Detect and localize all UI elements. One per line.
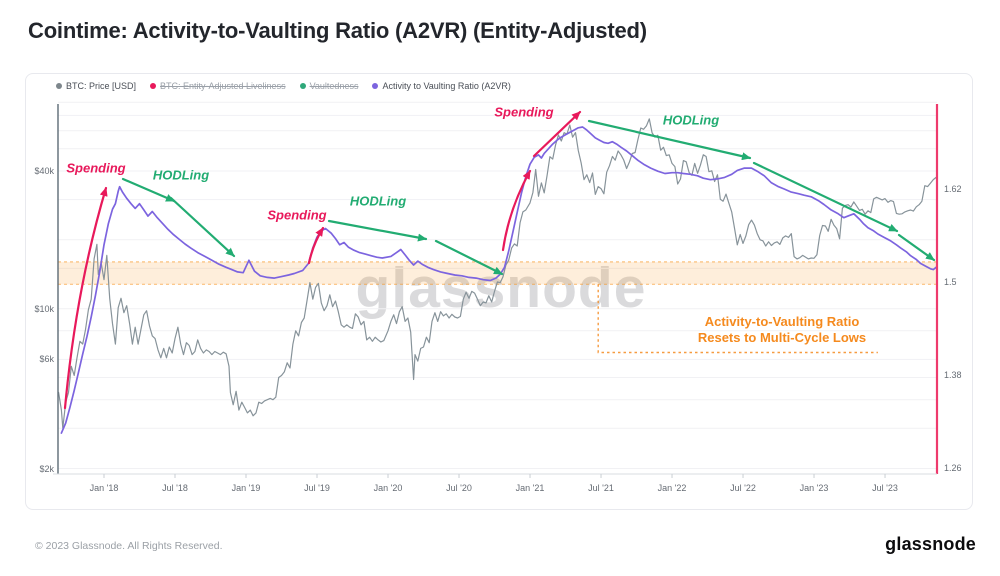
hodling-arrow <box>897 233 936 262</box>
spending-arrow <box>501 169 532 252</box>
plot-area[interactable] <box>26 74 974 511</box>
legend-dot-icon <box>56 83 62 89</box>
legend-item-btc-entity-adjusted-liveliness[interactable]: BTC: Entity-Adjusted Liveliness <box>150 81 286 91</box>
highlight-band <box>58 261 937 285</box>
copyright-text: © 2023 Glassnode. All Rights Reserved. <box>35 540 223 552</box>
spending-arrow <box>532 110 582 158</box>
footer: © 2023 Glassnode. All Rights Reserved. g… <box>0 528 1000 576</box>
a2vr-line <box>60 126 937 434</box>
chart-card: BTC: Price [USD] BTC: Entity-Adjusted Liv… <box>25 73 973 510</box>
callout-guide <box>597 284 878 354</box>
page-title: Cointime: Activity-to-Vaulting Ratio (A2… <box>28 18 647 43</box>
legend-dot-icon <box>299 83 306 89</box>
legend-dot-icon <box>150 83 157 89</box>
legend-dot-icon <box>372 83 379 89</box>
hodling-arrow <box>327 219 428 242</box>
hodling-arrow <box>434 239 504 276</box>
legend-label: Vaultedness <box>309 81 359 91</box>
spending-arrow <box>307 226 325 265</box>
legend-item-activity-to-vaulting-ratio-a2vr[interactable]: Activity to Vaulting Ratio (A2VR) <box>372 81 511 91</box>
legend-label: BTC: Entity-Adjusted Liveliness <box>160 81 286 91</box>
hodling-arrow <box>752 161 899 233</box>
legend-item-btc-price-usd[interactable]: BTC: Price [USD] <box>56 81 136 91</box>
legend: BTC: Price [USD] BTC: Entity-Adjusted Liv… <box>56 81 511 91</box>
hodling-arrow <box>587 119 752 161</box>
legend-item-vaultedness[interactable]: Vaultedness <box>299 81 359 91</box>
hodling-arrow <box>169 196 236 258</box>
glassnode-logo: glassnode <box>885 534 976 554</box>
legend-label: Activity to Vaulting Ratio (A2VR) <box>382 81 511 91</box>
spending-arrow <box>63 186 108 410</box>
btc-price-line <box>57 118 937 429</box>
hodling-arrow <box>121 177 176 203</box>
legend-label: BTC: Price [USD] <box>66 81 137 91</box>
